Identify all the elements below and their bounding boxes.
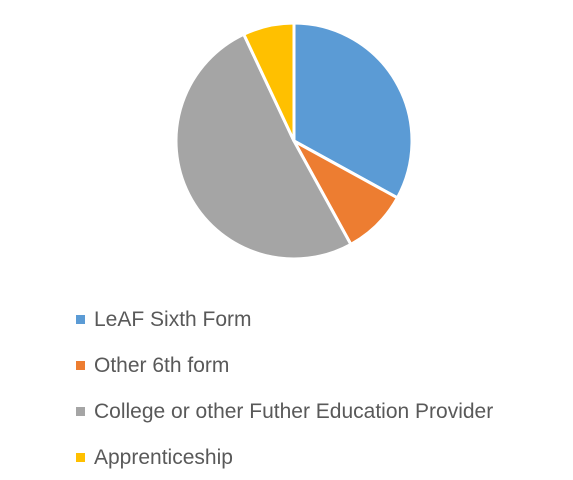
pie-slice-apprenticeship xyxy=(242,21,296,143)
legend-label: Other 6th form xyxy=(94,353,230,377)
legend-item-apprenticeship: Apprenticeship xyxy=(76,434,493,480)
legend-item-college: College or other Futher Education Provid… xyxy=(76,388,493,434)
legend-label: College or other Futher Education Provid… xyxy=(94,399,494,423)
pie-slices xyxy=(174,21,414,261)
legend: LeAF Sixth Form Other 6th form College o… xyxy=(76,296,493,480)
legend-label: Apprenticeship xyxy=(94,445,233,469)
legend-label: LeAF Sixth Form xyxy=(94,307,252,331)
legend-swatch xyxy=(76,314,85,324)
legend-item-other-6th-form: Other 6th form xyxy=(76,342,493,388)
legend-swatch xyxy=(76,360,85,370)
pie-slice-college xyxy=(174,32,353,261)
legend-swatch xyxy=(76,452,85,462)
legend-item-leaf-sixth-form: LeAF Sixth Form xyxy=(76,296,493,342)
pie-slice-leaf-sixth-form xyxy=(292,21,414,200)
legend-swatch xyxy=(76,406,85,416)
